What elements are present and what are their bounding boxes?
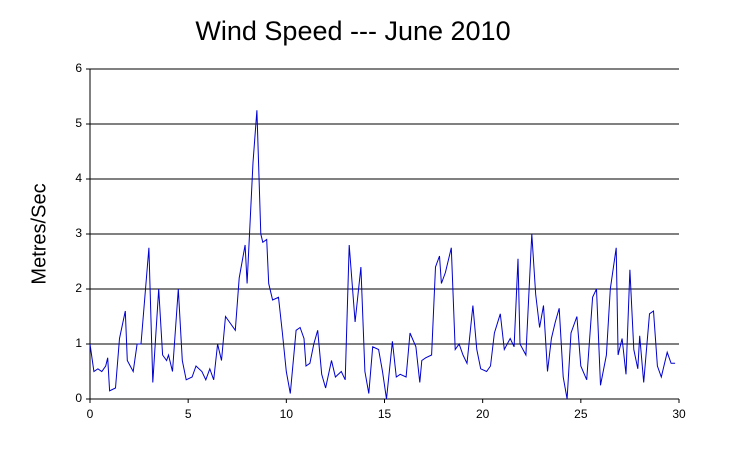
x-tick-label: 25: [574, 407, 588, 421]
x-tick-label: 10: [280, 407, 294, 421]
x-tick-label: 15: [378, 407, 392, 421]
data-line: [89, 110, 676, 400]
y-axis-label: Metres/Sec: [28, 183, 50, 284]
y-tick-label: 6: [75, 61, 82, 75]
x-tick-label: 30: [672, 407, 686, 421]
y-tick-label: 4: [75, 171, 82, 185]
chart-title: Wind Speed --- June 2010: [195, 16, 510, 46]
y-tick-label: 5: [75, 116, 82, 130]
x-tick-label: 5: [185, 407, 192, 421]
x-tick-label: 20: [476, 407, 490, 421]
y-tick-label: 1: [75, 336, 82, 350]
x-tick-label: 0: [87, 407, 94, 421]
y-tick-label: 0: [75, 391, 82, 405]
y-tick-label: 2: [75, 281, 82, 295]
y-tick-label: 3: [75, 226, 82, 240]
